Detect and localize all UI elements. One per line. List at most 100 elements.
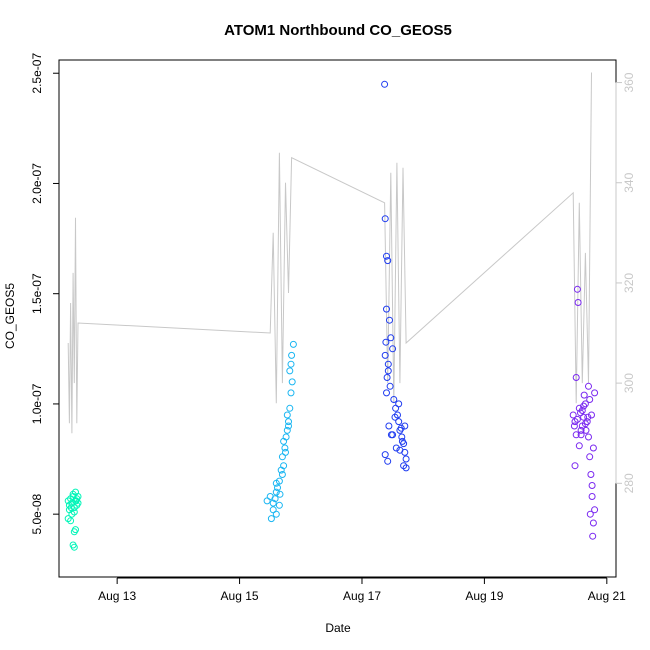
data-point	[571, 462, 579, 470]
x-tick-label: Aug 13	[98, 589, 136, 603]
data-point	[285, 418, 292, 426]
data-point	[392, 444, 400, 452]
data-point	[402, 455, 410, 463]
data-point	[578, 407, 586, 414]
data-point	[285, 422, 292, 430]
data-point	[289, 340, 297, 348]
data-point	[577, 409, 584, 417]
data-point	[381, 351, 389, 359]
y2-tick-label: 340	[622, 172, 636, 192]
data-point	[572, 431, 580, 439]
data-point	[70, 543, 78, 551]
data-point	[390, 396, 398, 403]
x-axis-label: Date	[325, 621, 351, 635]
data-point	[272, 479, 280, 487]
data-point	[383, 374, 391, 381]
y-tick-label: 2.5e-07	[30, 53, 44, 94]
secondary-line-layer	[67, 72, 592, 434]
data-point	[385, 422, 393, 430]
data-point	[586, 453, 594, 461]
y-axis-label: CO_GEOS5	[3, 283, 17, 349]
data-point	[573, 285, 581, 293]
points-layer	[64, 80, 599, 551]
y-axis: 5.0e-08 1.0e-07 1.5e-07 2.0e-07 2.5e-07	[30, 53, 60, 535]
data-point	[585, 382, 592, 390]
data-point	[384, 257, 392, 265]
data-point	[389, 345, 397, 353]
data-point	[581, 400, 589, 408]
x-tick-label: Aug 19	[465, 589, 503, 603]
data-point	[384, 360, 392, 368]
data-point	[589, 444, 597, 452]
data-point	[591, 506, 599, 514]
data-point	[569, 411, 577, 419]
data-point	[582, 426, 590, 434]
data-point	[381, 215, 389, 223]
data-point	[287, 389, 295, 397]
data-point	[402, 464, 410, 472]
data-point	[381, 80, 389, 88]
data-point	[585, 433, 592, 441]
data-point	[280, 437, 288, 445]
data-point	[588, 482, 596, 489]
series-2	[263, 340, 297, 523]
data-point	[401, 422, 409, 430]
data-point	[269, 499, 277, 507]
x-tick-label: Aug 15	[221, 589, 259, 603]
y-tick-label: 1.0e-07	[30, 383, 44, 424]
data-point	[384, 457, 392, 465]
data-point	[586, 396, 594, 403]
data-point	[272, 488, 280, 496]
data-point	[588, 493, 596, 500]
data-point	[74, 493, 82, 500]
data-point	[283, 426, 291, 434]
data-point	[276, 490, 284, 498]
data-point	[287, 360, 295, 368]
data-point	[282, 448, 289, 456]
y2-tick-label: 280	[622, 473, 636, 493]
data-point	[288, 378, 296, 386]
data-point	[574, 299, 582, 306]
data-point	[72, 526, 79, 534]
data-point	[283, 411, 291, 419]
chart-title: ATOM1 Northbound CO_GEOS5	[224, 22, 452, 39]
data-point	[383, 389, 390, 397]
data-point	[573, 415, 581, 423]
y2-tick-label: 320	[622, 273, 636, 293]
data-point	[68, 510, 76, 518]
data-point	[72, 497, 80, 505]
data-point	[67, 517, 75, 525]
data-point	[584, 413, 592, 421]
data-point	[587, 471, 595, 478]
data-point	[395, 418, 403, 426]
y2-axis: 280 300 320 340 360	[615, 72, 636, 493]
data-point	[398, 433, 406, 441]
data-point	[396, 446, 404, 454]
data-point	[386, 316, 393, 324]
x-tick-label: Aug 21	[588, 589, 626, 603]
data-point	[397, 424, 405, 432]
data-point	[589, 532, 597, 540]
x-tick-label: Aug 17	[343, 589, 381, 603]
data-point	[575, 442, 583, 450]
data-point	[286, 404, 294, 412]
data-point	[286, 367, 294, 375]
data-point	[586, 510, 594, 518]
data-point	[588, 411, 595, 419]
data-point	[395, 400, 403, 408]
data-point	[580, 391, 588, 399]
data-point	[591, 389, 599, 397]
data-point	[271, 495, 279, 503]
y-tick-label: 1.5e-07	[30, 273, 44, 314]
y-tick-label: 5.0e-08	[30, 493, 44, 534]
x-axis: Aug 13 Aug 15 Aug 17 Aug 19 Aug 21	[98, 577, 626, 603]
data-point	[64, 515, 72, 523]
y2-tick-label: 360	[622, 72, 636, 92]
data-point	[383, 252, 390, 260]
data-point	[387, 431, 395, 439]
data-point	[278, 471, 286, 478]
data-point	[272, 510, 280, 518]
data-point	[391, 413, 399, 421]
